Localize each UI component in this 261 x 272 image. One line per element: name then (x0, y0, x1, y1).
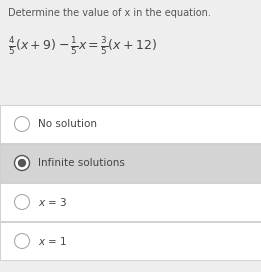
FancyBboxPatch shape (0, 183, 261, 221)
Text: $x$ = 3: $x$ = 3 (38, 196, 67, 208)
FancyBboxPatch shape (0, 222, 261, 260)
Text: No solution: No solution (38, 119, 97, 129)
Circle shape (15, 233, 29, 249)
FancyBboxPatch shape (0, 105, 261, 143)
Text: Determine the value of x in the equation.: Determine the value of x in the equation… (8, 8, 211, 18)
Text: $\frac{4}{5}(x+9)-\frac{1}{5}x=\frac{3}{5}(x+12)$: $\frac{4}{5}(x+9)-\frac{1}{5}x=\frac{3}{… (8, 35, 157, 57)
Circle shape (15, 116, 29, 131)
Circle shape (18, 159, 26, 167)
Circle shape (15, 156, 29, 171)
Circle shape (15, 194, 29, 209)
Text: Infinite solutions: Infinite solutions (38, 158, 124, 168)
FancyBboxPatch shape (0, 144, 261, 182)
Text: $x$ = 1: $x$ = 1 (38, 235, 67, 247)
